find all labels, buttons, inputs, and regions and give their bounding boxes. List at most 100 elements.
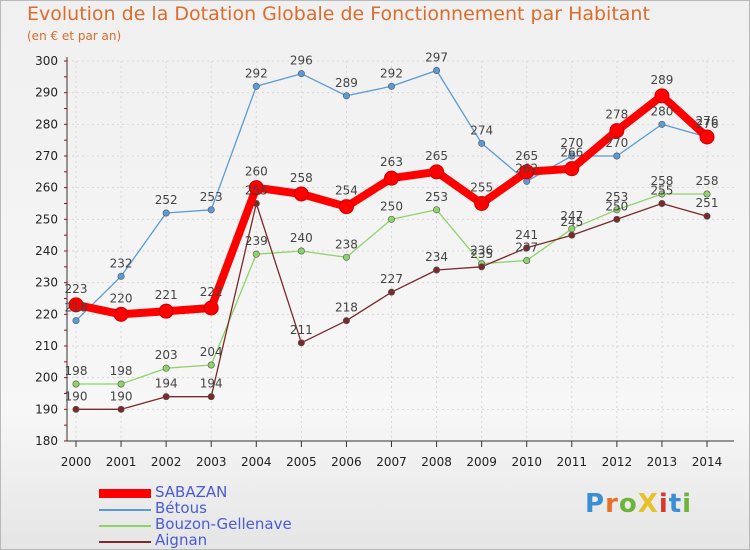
data-point-sabazan	[384, 170, 399, 186]
data-point-sabazan	[248, 180, 264, 196]
data-label-sabazan: 278	[605, 108, 628, 122]
chart-title: Evolution de la Dotation Globale de Fonc…	[27, 3, 650, 25]
data-point-aignan	[387, 288, 395, 296]
proxiti-logo: ProXiti	[585, 489, 692, 519]
data-label-aignan: 190	[65, 389, 88, 403]
data-label-aignan: 234	[425, 250, 448, 264]
data-label-sabazan: 260	[245, 165, 268, 179]
data-label-bouzon-gellenave: 240	[290, 231, 313, 245]
y-tick-label: 300	[35, 54, 58, 68]
data-label-betous: 296	[290, 54, 313, 68]
y-tick-label: 240	[35, 244, 58, 258]
x-tick-label: 2012	[602, 455, 633, 469]
data-label-bouzon-gellenave: 258	[696, 174, 719, 188]
data-point-sabazan	[113, 306, 129, 322]
data-label-betous: 252	[155, 193, 178, 207]
data-label-betous: 292	[380, 66, 403, 80]
data-label-betous: 253	[200, 190, 223, 204]
data-label-sabazan: 276	[696, 114, 719, 128]
data-point-bouzon-gellenave	[252, 250, 260, 258]
x-tick-label: 2006	[331, 455, 362, 469]
x-axis: 2000 2001 2002 2003 2004 2005 2006 2007 2008 2009…	[61, 440, 734, 469]
data-label-sabazan: 220	[110, 291, 133, 305]
data-label-sabazan: 266	[560, 146, 583, 160]
legend-label: Aignan	[155, 531, 208, 549]
data-point-aignan	[72, 405, 80, 413]
x-tick-label: 2007	[376, 455, 407, 469]
y-tick-label: 270	[35, 149, 58, 163]
data-point-bouzon-gellenave	[162, 364, 170, 372]
legend-swatch	[99, 541, 151, 543]
data-point-sabazan	[158, 303, 174, 319]
data-label-bouzon-gellenave: 247	[560, 209, 583, 223]
data-label-sabazan: 265	[425, 149, 448, 163]
data-point-aignan	[342, 317, 350, 325]
data-point-bouzon-gellenave	[297, 247, 305, 255]
data-point-betous	[613, 152, 621, 160]
series-group	[68, 67, 715, 413]
grid-lines	[67, 60, 734, 442]
logo-letter: X	[637, 489, 659, 519]
data-label-aignan: 190	[110, 389, 133, 403]
logo-letter: t	[668, 489, 683, 519]
legend-label: SABAZAN	[155, 483, 228, 501]
x-tick-label: 2009	[466, 455, 497, 469]
data-label-betous: 270	[605, 136, 628, 150]
data-label-bouzon-gellenave: 236	[470, 244, 493, 258]
data-label-aignan: 194	[155, 377, 178, 391]
data-point-sabazan	[68, 297, 84, 313]
data-point-aignan	[207, 393, 215, 401]
data-point-sabazan	[609, 123, 625, 139]
data-point-sabazan	[429, 164, 445, 180]
y-tick-label: 230	[35, 276, 58, 290]
data-point-sabazan	[293, 186, 309, 202]
legend-swatch	[99, 509, 151, 511]
data-point-aignan	[162, 393, 170, 401]
x-tick-label: 2001	[106, 455, 137, 469]
data-label-betous: 232	[110, 256, 133, 270]
data-label-bouzon-gellenave: 239	[245, 234, 268, 248]
data-label-aignan: 250	[605, 199, 628, 213]
data-label-aignan: 194	[200, 377, 223, 391]
data-point-betous	[252, 82, 260, 90]
x-tick-label: 2011	[557, 455, 588, 469]
data-label-bouzon-gellenave: 258	[650, 174, 673, 188]
x-tick-label: 2014	[692, 455, 723, 469]
x-tick-label: 2013	[647, 455, 678, 469]
data-point-aignan	[568, 231, 576, 239]
x-tick-label: 2003	[196, 455, 227, 469]
legend-label: Bétous	[155, 499, 207, 517]
data-label-betous: 270	[560, 136, 583, 150]
chart-subtitle: (en € et par an)	[27, 29, 122, 43]
data-point-betous	[72, 317, 80, 325]
data-point-sabazan	[564, 161, 580, 177]
x-tick-label: 2002	[151, 455, 182, 469]
data-point-betous	[297, 70, 305, 78]
y-tick-label: 180	[35, 434, 58, 448]
data-point-sabazan	[474, 196, 490, 211]
data-point-bouzon-gellenave	[72, 380, 80, 388]
y-axis: 180 190 200 210 220 230 240 250 260 270 280 290 300	[35, 54, 68, 448]
data-label-bouzon-gellenave: 198	[65, 364, 88, 378]
data-point-bouzon-gellenave	[433, 206, 441, 214]
data-label-aignan: 218	[335, 301, 358, 315]
y-tick-label: 220	[35, 307, 58, 321]
data-point-bouzon-gellenave	[342, 253, 350, 261]
y-tick-label: 210	[35, 339, 58, 353]
data-label-aignan: 227	[380, 272, 403, 286]
logo-letter: r	[605, 489, 619, 519]
data-point-betous	[658, 120, 666, 128]
data-label-aignan: 211	[290, 323, 313, 337]
data-label-sabazan: 223	[65, 282, 88, 296]
y-tick-label: 250	[35, 212, 58, 226]
y-tick-label: 200	[35, 371, 58, 385]
data-label-bouzon-gellenave: 253	[605, 190, 628, 204]
data-point-betous	[387, 82, 395, 90]
data-label-sabazan: 254	[335, 184, 358, 198]
data-label-betous: 274	[470, 123, 493, 137]
data-point-sabazan	[338, 199, 354, 215]
data-label-sabazan: 222	[200, 285, 223, 299]
data-label-betous: 218	[65, 301, 88, 315]
